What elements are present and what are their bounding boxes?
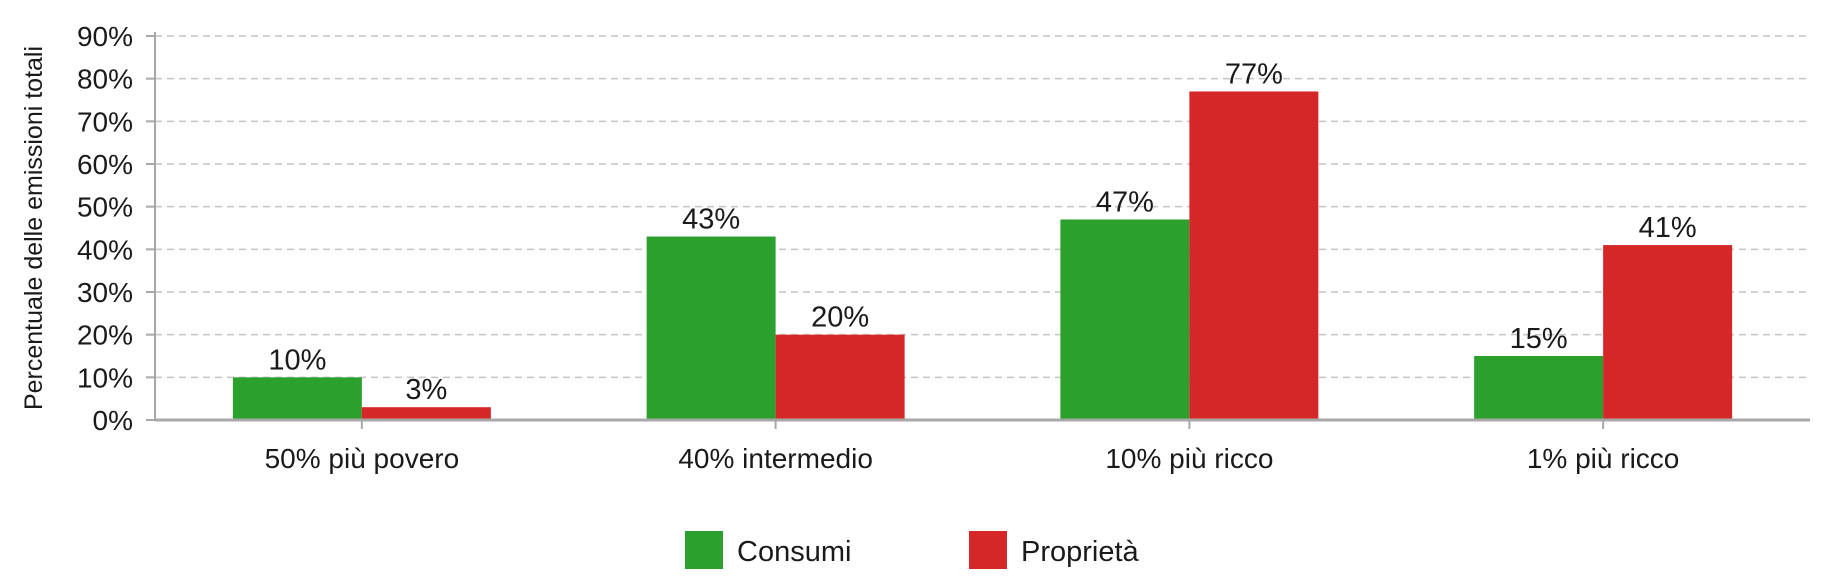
y-tick-label: 80% <box>77 64 133 95</box>
data-label: 3% <box>405 374 447 406</box>
data-label: 77% <box>1225 58 1283 90</box>
bar-consumi <box>232 377 362 420</box>
bar-proprieta <box>1603 245 1733 420</box>
y-tick-label: 0% <box>93 405 133 436</box>
x-category-label: 10% più ricco <box>1105 443 1273 474</box>
bar-proprieta <box>775 334 905 420</box>
data-labels: 10% 3% 43% 20% 47% 77% 15% 41% <box>268 58 1696 406</box>
y-tick-label: 60% <box>77 149 133 180</box>
legend: Consumi Proprietà <box>685 531 1140 569</box>
x-category-label: 50% più povero <box>265 443 460 474</box>
y-axis-ticks: 0% 10% 20% 30% 40% 50% 60% 70% 80% 90% <box>77 21 155 436</box>
y-tick-label: 30% <box>77 277 133 308</box>
y-tick-label: 50% <box>77 192 133 223</box>
data-label: 43% <box>682 204 740 236</box>
x-category-label: 1% più ricco <box>1527 443 1680 474</box>
legend-swatch <box>685 531 723 569</box>
y-tick-label: 10% <box>77 362 133 393</box>
data-label: 15% <box>1510 323 1568 355</box>
data-label: 47% <box>1096 186 1154 218</box>
legend-label: Proprietà <box>1021 536 1140 568</box>
x-category-label: 40% intermedio <box>678 443 873 474</box>
data-label: 20% <box>811 302 869 334</box>
bar-proprieta <box>1189 91 1319 420</box>
legend-label: Consumi <box>737 536 851 568</box>
x-axis-categories: 50% più povero 40% intermedio 10% più ricc… <box>265 420 1680 474</box>
bar-proprieta <box>361 407 491 420</box>
bars <box>232 91 1733 420</box>
data-label: 41% <box>1639 212 1697 244</box>
bar-consumi <box>646 236 776 420</box>
y-tick-label: 70% <box>77 106 133 137</box>
y-tick-label: 40% <box>77 234 133 265</box>
y-tick-label: 90% <box>77 21 133 52</box>
bar-consumi <box>1474 356 1604 420</box>
y-axis-title: Percentuale delle emissioni totali <box>20 46 48 410</box>
data-label: 10% <box>268 344 326 376</box>
legend-swatch <box>969 531 1007 569</box>
bar-consumi <box>1060 219 1190 420</box>
y-tick-label: 20% <box>77 320 133 351</box>
